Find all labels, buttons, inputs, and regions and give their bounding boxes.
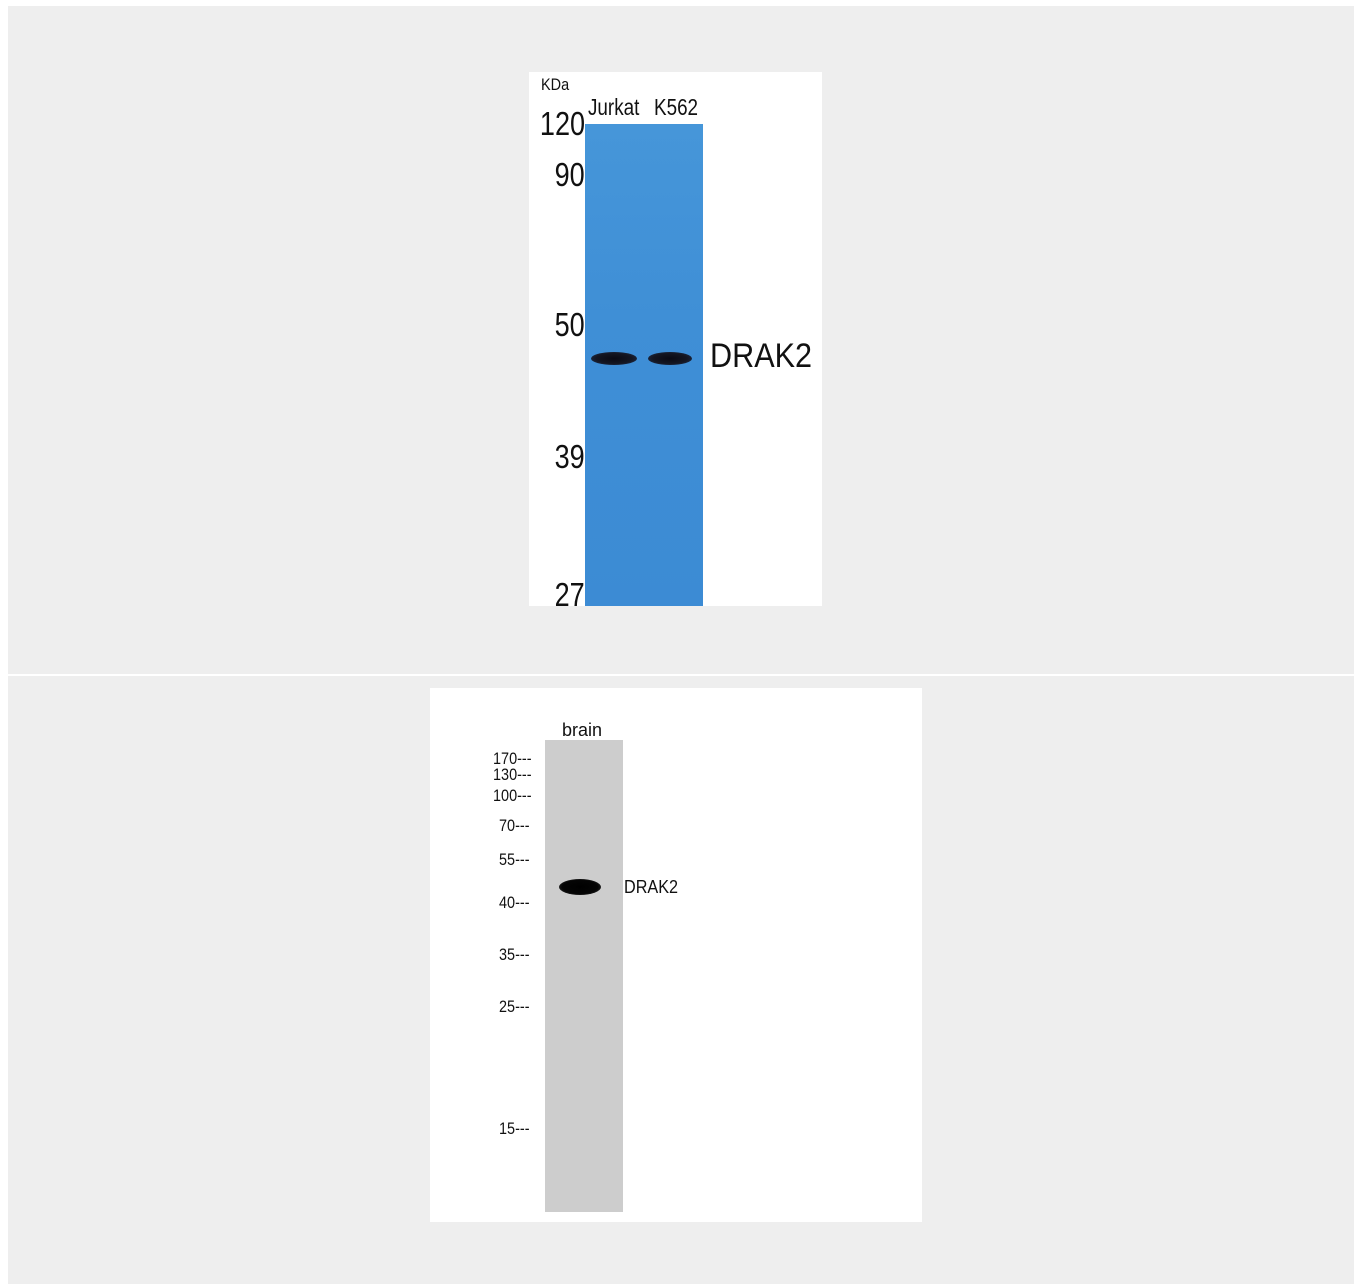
lane-label-k562: K562	[654, 94, 699, 120]
blot-membrane	[585, 124, 703, 606]
lane-label-jurkat: Jurkat	[588, 94, 640, 120]
western-blot-gray: brain 170--- 130--- 100--- 70--- 55--- 4…	[430, 688, 922, 1222]
panel-divider	[8, 674, 1354, 676]
protein-band-k562	[648, 352, 692, 365]
marker-label: 70---	[499, 816, 530, 835]
marker-label: 27	[554, 576, 585, 606]
marker-label: 35---	[499, 945, 530, 964]
marker-label: 90	[554, 156, 585, 193]
western-blot-blue: KDa Jurkat K562 120 90 50 39 27 DRAK2	[529, 72, 822, 606]
marker-label: 50	[554, 306, 585, 343]
marker-label: 39	[554, 438, 585, 475]
lane-label-brain: brain	[562, 720, 603, 740]
marker-label: 120	[539, 105, 585, 142]
target-protein-label: DRAK2	[624, 877, 679, 897]
marker-label: 100---	[493, 786, 532, 805]
blot-membrane	[545, 740, 623, 1212]
protein-band-jurkat	[591, 352, 637, 365]
marker-label: 170---	[493, 749, 532, 768]
marker-label: 55---	[499, 850, 530, 869]
marker-label: 130---	[493, 765, 532, 784]
marker-label: 25---	[499, 997, 530, 1016]
unit-label: KDa	[541, 75, 570, 94]
marker-label: 40---	[499, 893, 530, 912]
target-protein-label: DRAK2	[710, 337, 813, 375]
marker-label: 15---	[499, 1119, 530, 1138]
panel-top: KDa Jurkat K562 120 90 50 39 27 DRAK2	[8, 6, 1354, 674]
protein-band-brain	[559, 879, 601, 895]
panel-bottom: brain 170--- 130--- 100--- 70--- 55--- 4…	[8, 676, 1354, 1284]
